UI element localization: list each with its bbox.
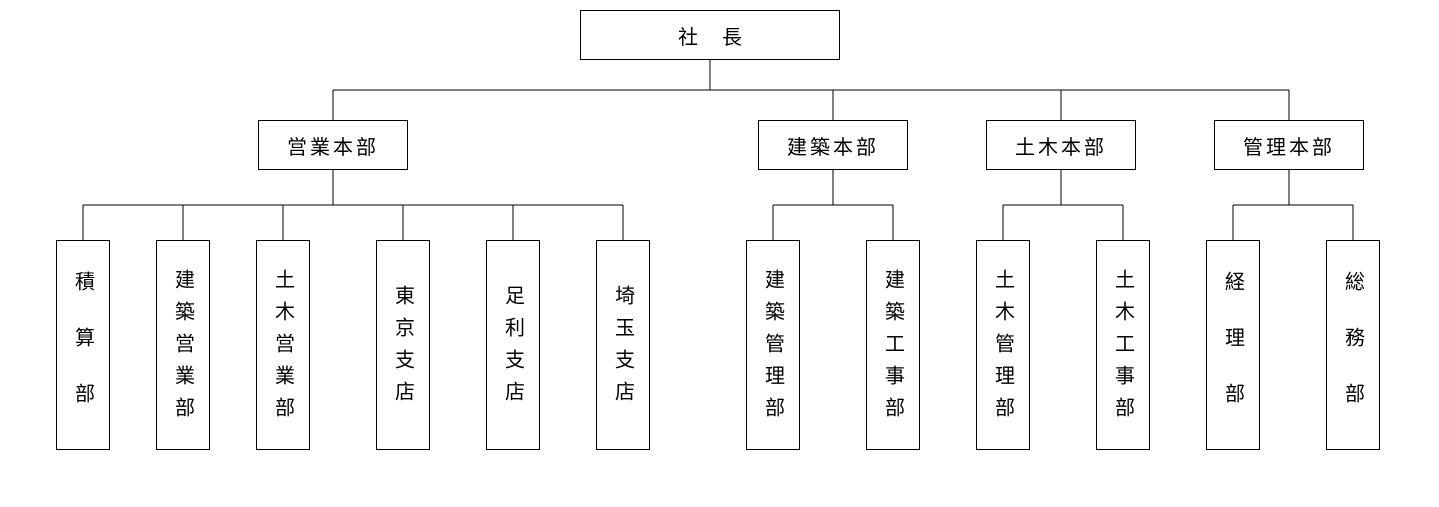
node-dept-1: 建築営業部 <box>156 240 210 450</box>
node-dept-5: 埼玉支店 <box>596 240 650 450</box>
node-honbu-eigyo: 営業本部 <box>258 120 408 170</box>
node-dept-6: 建築管理部 <box>746 240 800 450</box>
node-dept-10: 経理部 <box>1206 240 1260 450</box>
node-honbu-kenchiku: 建築本部 <box>758 120 908 170</box>
org-chart: 社長 営業本部 建築本部 土木本部 管理本部 積算部 建築営業部 土木営業部 東… <box>0 0 1439 507</box>
node-dept-3: 東京支店 <box>376 240 430 450</box>
node-dept-9: 土木工事部 <box>1096 240 1150 450</box>
node-dept-11: 総務部 <box>1326 240 1380 450</box>
node-dept-4: 足利支店 <box>486 240 540 450</box>
node-dept-2: 土木営業部 <box>256 240 310 450</box>
node-dept-8: 土木管理部 <box>976 240 1030 450</box>
node-root: 社長 <box>580 10 840 60</box>
node-honbu-kanri: 管理本部 <box>1214 120 1364 170</box>
node-honbu-doboku: 土木本部 <box>986 120 1136 170</box>
node-dept-0: 積算部 <box>56 240 110 450</box>
node-dept-7: 建築工事部 <box>866 240 920 450</box>
